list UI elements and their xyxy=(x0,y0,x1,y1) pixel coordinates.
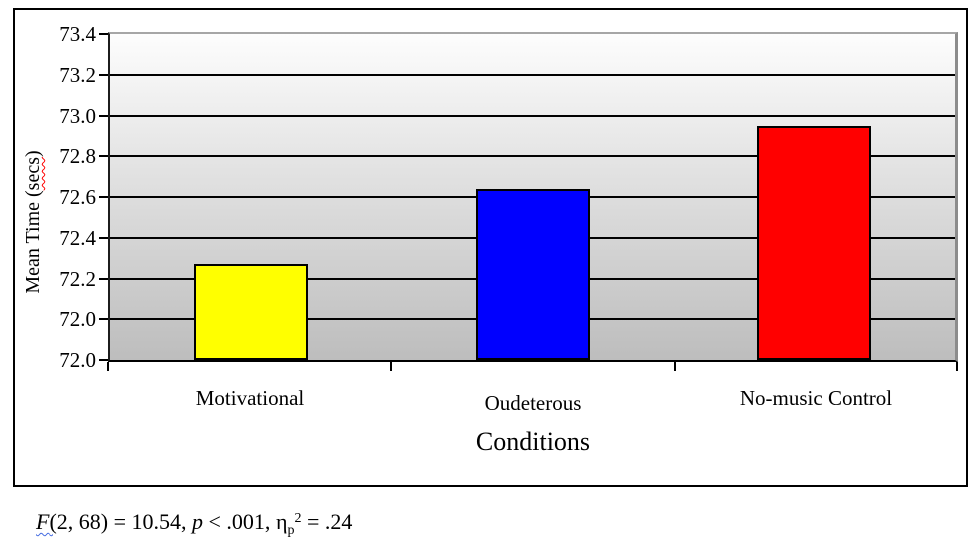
x-axis-title: Conditions xyxy=(475,427,591,456)
eta-squared-value: = .24 xyxy=(301,509,353,534)
y-tick-label: 73.2 xyxy=(59,63,96,87)
eta-symbol: η xyxy=(275,509,288,534)
y-tick-label: 72.0 xyxy=(59,348,96,372)
gridline xyxy=(110,74,955,76)
category-label-no-music-control: No-music Control xyxy=(739,386,893,410)
y-axis-tick xyxy=(99,155,108,157)
bar-no-music-control xyxy=(757,126,871,360)
f-statistic: F( xyxy=(36,509,57,534)
y-tick-label: 73.0 xyxy=(59,104,96,128)
eta-superscript: 2 xyxy=(294,511,302,526)
f-symbol: F xyxy=(36,509,50,534)
category-label-oudeterous: Oudeterous xyxy=(484,391,582,415)
y-axis-tick xyxy=(99,33,108,35)
bar-motivational xyxy=(194,264,308,360)
y-axis-tick xyxy=(99,359,108,361)
y-tick-label: 72.0 xyxy=(59,307,96,331)
x-axis-tick xyxy=(390,362,392,371)
p-value: < .001, xyxy=(203,509,276,534)
y-axis-tick xyxy=(99,196,108,198)
eta-subscript: p xyxy=(287,523,295,538)
stats-caption: F(2, 68) = 10.54, p < .001, ηp2 = .24 xyxy=(36,505,352,545)
y-tick-label: 72.4 xyxy=(59,226,96,250)
category-label-motivational: Motivational xyxy=(195,386,305,410)
open-paren: ( xyxy=(49,509,57,534)
x-axis-tick xyxy=(674,362,676,371)
y-tick-label: 73.4 xyxy=(59,22,96,46)
y-tick-label: 72.8 xyxy=(59,144,96,168)
x-axis-tick xyxy=(956,362,958,371)
gridline xyxy=(110,115,955,117)
bar-oudeterous xyxy=(476,189,590,360)
p-symbol: p xyxy=(192,509,204,534)
y-axis-tick xyxy=(99,115,108,117)
y-axis-tick xyxy=(99,318,108,320)
y-axis-tick xyxy=(99,237,108,239)
gridline xyxy=(110,155,955,157)
y-tick-label: 72.2 xyxy=(59,267,96,291)
x-axis-tick xyxy=(107,362,109,371)
y-axis-tick xyxy=(99,74,108,76)
y-tick-label: 72.6 xyxy=(59,185,96,209)
plot-area xyxy=(108,32,958,362)
y-axis-tick xyxy=(99,278,108,280)
df-and-value: 2, 68) = 10.54, xyxy=(56,509,193,534)
